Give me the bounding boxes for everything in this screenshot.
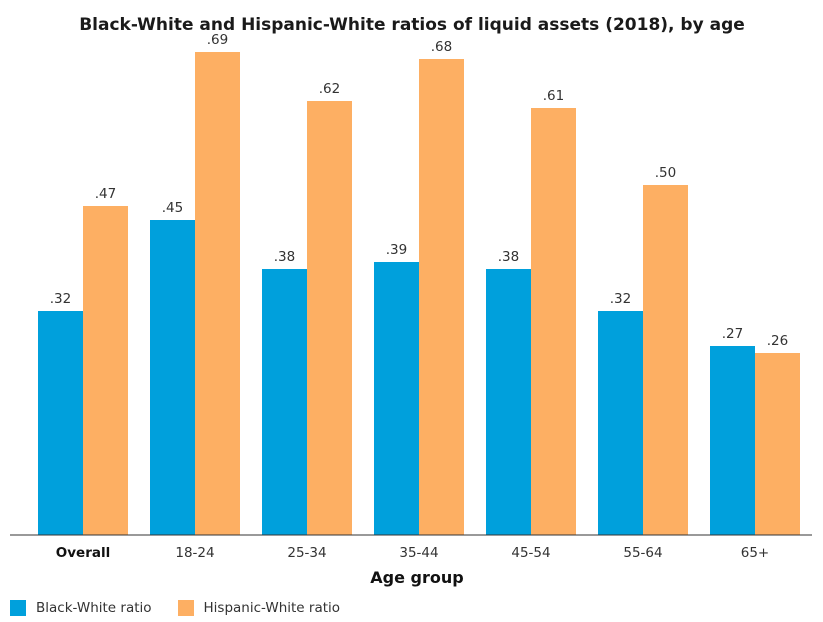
bar-black-white-25-34 <box>262 269 307 535</box>
value-label-black-white-45-54: .38 <box>498 249 519 265</box>
value-label-black-white-55-64: .32 <box>610 291 631 307</box>
bar-black-white-overall <box>38 311 83 535</box>
bar-hispanic-white-18-24 <box>195 52 240 535</box>
value-label-hispanic-white-55-64: .50 <box>655 165 676 181</box>
x-tick-labels: Overall 18-24 25-34 35-44 45-54 55-64 65+ <box>56 545 769 561</box>
bar-hispanic-white-45-54 <box>531 108 576 535</box>
x-axis-title: Age group <box>370 568 463 587</box>
bar-hispanic-white-25-34 <box>307 101 352 535</box>
bar-group <box>38 52 800 535</box>
x-tick-label-overall: Overall <box>56 545 110 561</box>
x-tick-label-55-64: 55-64 <box>623 545 662 561</box>
bar-black-white-45-54 <box>486 269 531 535</box>
x-tick-label-65+: 65+ <box>741 545 770 561</box>
value-label-hispanic-white-18-24: .69 <box>207 32 228 48</box>
bar-hispanic-white-55-64 <box>643 185 688 535</box>
value-label-black-white-18-24: .45 <box>162 200 183 216</box>
value-label-hispanic-white-35-44: .68 <box>431 39 452 55</box>
legend-swatch-hispanic-white <box>177 600 194 616</box>
value-label-hispanic-white-45-54: .61 <box>543 88 564 104</box>
value-label-black-white-35-44: .39 <box>386 242 407 258</box>
legend-item-black-white: Black-White ratio <box>10 600 152 616</box>
legend-item-hispanic-white: Hispanic-White ratio <box>177 600 341 616</box>
value-label-group: .32 .47 .45 .69 .38 .62 .39 .68 .38 .61 .32 .50 .27.… <box>50 32 788 349</box>
bar-black-white-35-44 <box>374 262 419 535</box>
bar-black-white-65+ <box>710 346 755 535</box>
legend-swatch-black-white <box>10 600 26 616</box>
x-tick-label-35-44: 35-44 <box>399 545 438 561</box>
legend-label-black-white: Black-White ratio <box>36 600 152 616</box>
x-tick-label-25-34: 25-34 <box>287 545 326 561</box>
value-label-hispanic-white-25-34: .62 <box>319 81 340 97</box>
value-label-black-white-65+: .27 <box>722 326 743 342</box>
bar-black-white-55-64 <box>598 311 643 535</box>
value-label-hispanic-white-overall: .47 <box>95 186 116 202</box>
x-tick-label-45-54: 45-54 <box>511 545 550 561</box>
bar-hispanic-white-35-44 <box>419 59 464 535</box>
chart-title: Black-White and Hispanic-White ratios of… <box>79 15 745 35</box>
value-label-hispanic-white-65+: .26 <box>767 333 788 349</box>
legend: Black-White ratio Hispanic-White ratio <box>10 600 366 616</box>
bar-hispanic-white-65+ <box>755 353 800 535</box>
legend-label-hispanic-white: Hispanic-White ratio <box>203 600 341 616</box>
bar-black-white-18-24 <box>150 220 195 535</box>
value-label-black-white-overall: .32 <box>50 291 71 307</box>
bar-hispanic-white-overall <box>83 206 128 535</box>
value-label-black-white-25-34: .38 <box>274 249 295 265</box>
x-tick-label-18-24: 18-24 <box>175 545 214 561</box>
